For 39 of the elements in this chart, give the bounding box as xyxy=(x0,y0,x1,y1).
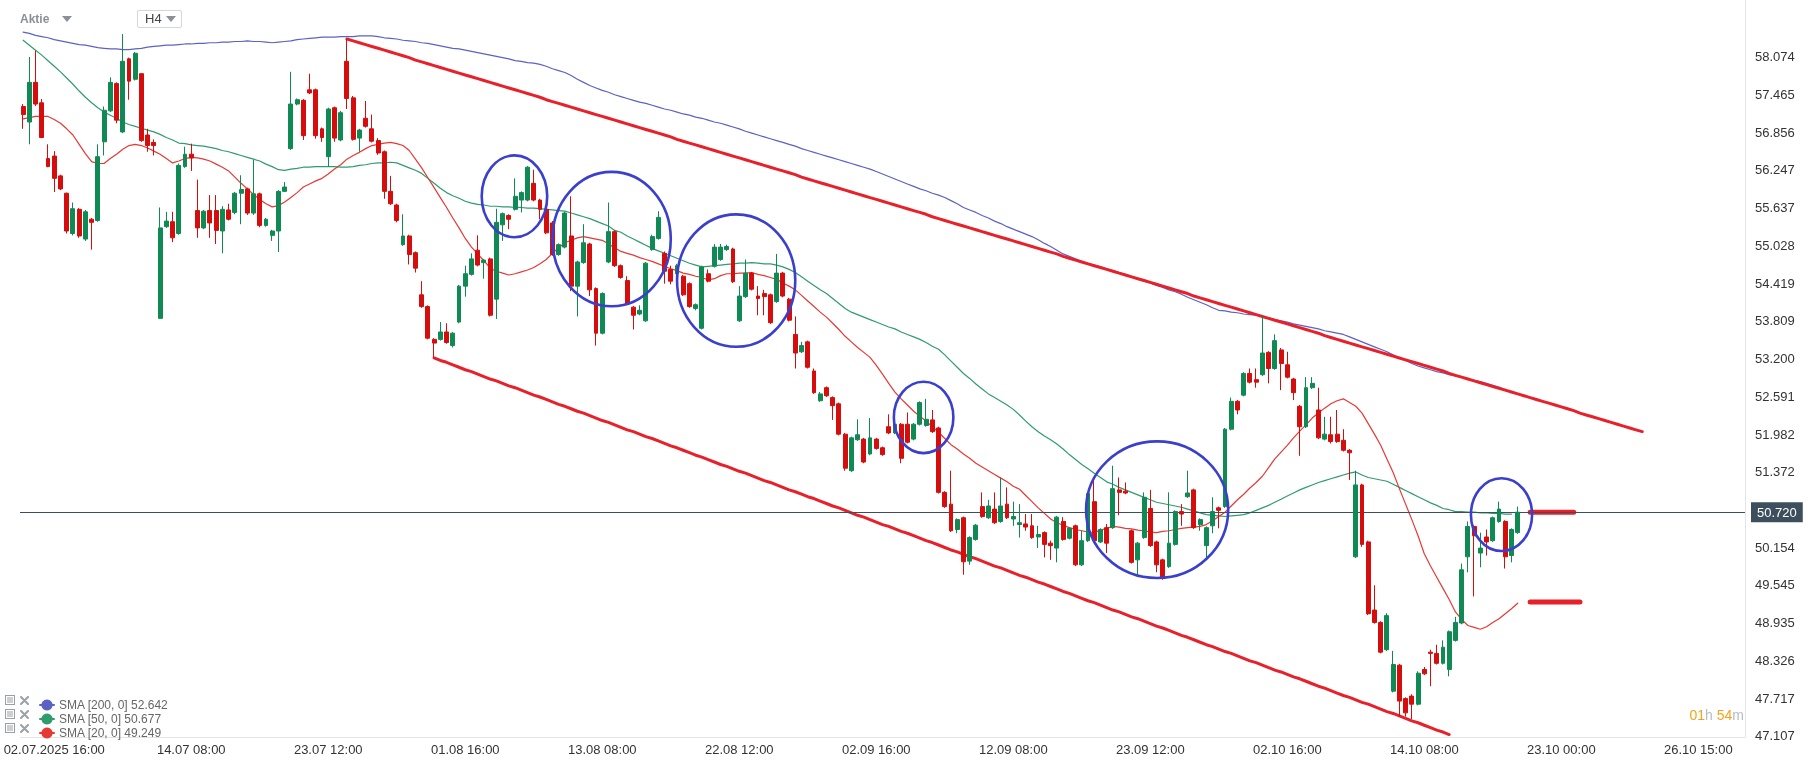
x-tick-label: 13.08 08:00 xyxy=(567,742,637,757)
y-tick-label: 48.326 xyxy=(1755,652,1795,668)
y-tick-label: 54.419 xyxy=(1755,275,1795,291)
x-tick-label: 23.10 00:00 xyxy=(1526,742,1596,757)
annotation: H4 xyxy=(145,11,162,26)
x-tick-label: 02.10 16:00 xyxy=(1252,742,1322,757)
y-tick-label: 58.074 xyxy=(1755,49,1795,65)
x-tick-label: 22.08 12:00 xyxy=(704,742,774,757)
x-tick-label: 02.09 16:00 xyxy=(841,742,911,757)
y-tick-label: 47.717 xyxy=(1755,690,1795,706)
x-tick-label: 23.07 12:00 xyxy=(293,742,363,757)
ref-line-label: 50.720 xyxy=(1757,504,1797,520)
dropdown: H4 xyxy=(137,10,182,28)
y-tick-label: 57.465 xyxy=(1755,86,1795,102)
legend-label: SMA [20, 0] 49.249 xyxy=(59,726,162,740)
y-tick-label: 53.200 xyxy=(1755,351,1795,367)
text: Aktie xyxy=(20,12,50,26)
y-tick-label: 53.809 xyxy=(1755,313,1795,329)
y-tick-label: 51.372 xyxy=(1755,464,1795,480)
annotation: 01h 54m xyxy=(1689,707,1744,723)
y-tick-label: 47.107 xyxy=(1755,728,1795,744)
y-tick-label: 49.545 xyxy=(1755,577,1795,593)
legend-label: SMA [200, 0] 52.642 xyxy=(59,698,169,712)
y-tick-label: 48.935 xyxy=(1755,615,1795,631)
y-tick-label: 56.247 xyxy=(1755,162,1795,178)
x-tick-label: 23.09 12:00 xyxy=(1115,742,1185,757)
y-tick-label: 56.856 xyxy=(1755,124,1795,140)
x-tick-label: 14.07 08:00 xyxy=(156,742,226,757)
x-tick-label: 26.10 15:00 xyxy=(1663,742,1733,757)
x-tick-label: 02.07.2025 16:00 xyxy=(3,742,105,757)
y-tick-label: 55.028 xyxy=(1755,237,1795,253)
legend-label: SMA [50, 0] 50.677 xyxy=(59,712,162,726)
y-tick-label: 51.982 xyxy=(1755,426,1795,442)
y-tick-label: 52.591 xyxy=(1755,388,1795,404)
x-tick-label: 01.08 16:00 xyxy=(430,742,500,757)
x-tick-label: 12.09 08:00 xyxy=(978,742,1048,757)
y-tick-label: 50.154 xyxy=(1755,539,1795,555)
y-tick-label: 55.637 xyxy=(1755,200,1795,216)
x-tick-label: 14.10 08:00 xyxy=(1389,742,1459,757)
